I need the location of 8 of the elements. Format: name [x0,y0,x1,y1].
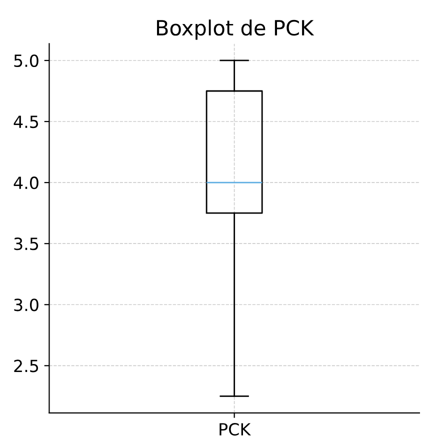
chart-title: Boxplot de PCK [157,20,314,40]
y-tick-label: 2.5 [14,360,38,372]
y-tick-label: 4.5 [14,116,38,128]
y-tick-label: 3.5 [14,238,38,250]
y-tick-label: 3.0 [14,298,38,312]
x-tick-label: PCK [220,422,251,436]
y-tick-label: 5.0 [14,54,38,68]
y-tick-label: 4.0 [14,176,38,190]
